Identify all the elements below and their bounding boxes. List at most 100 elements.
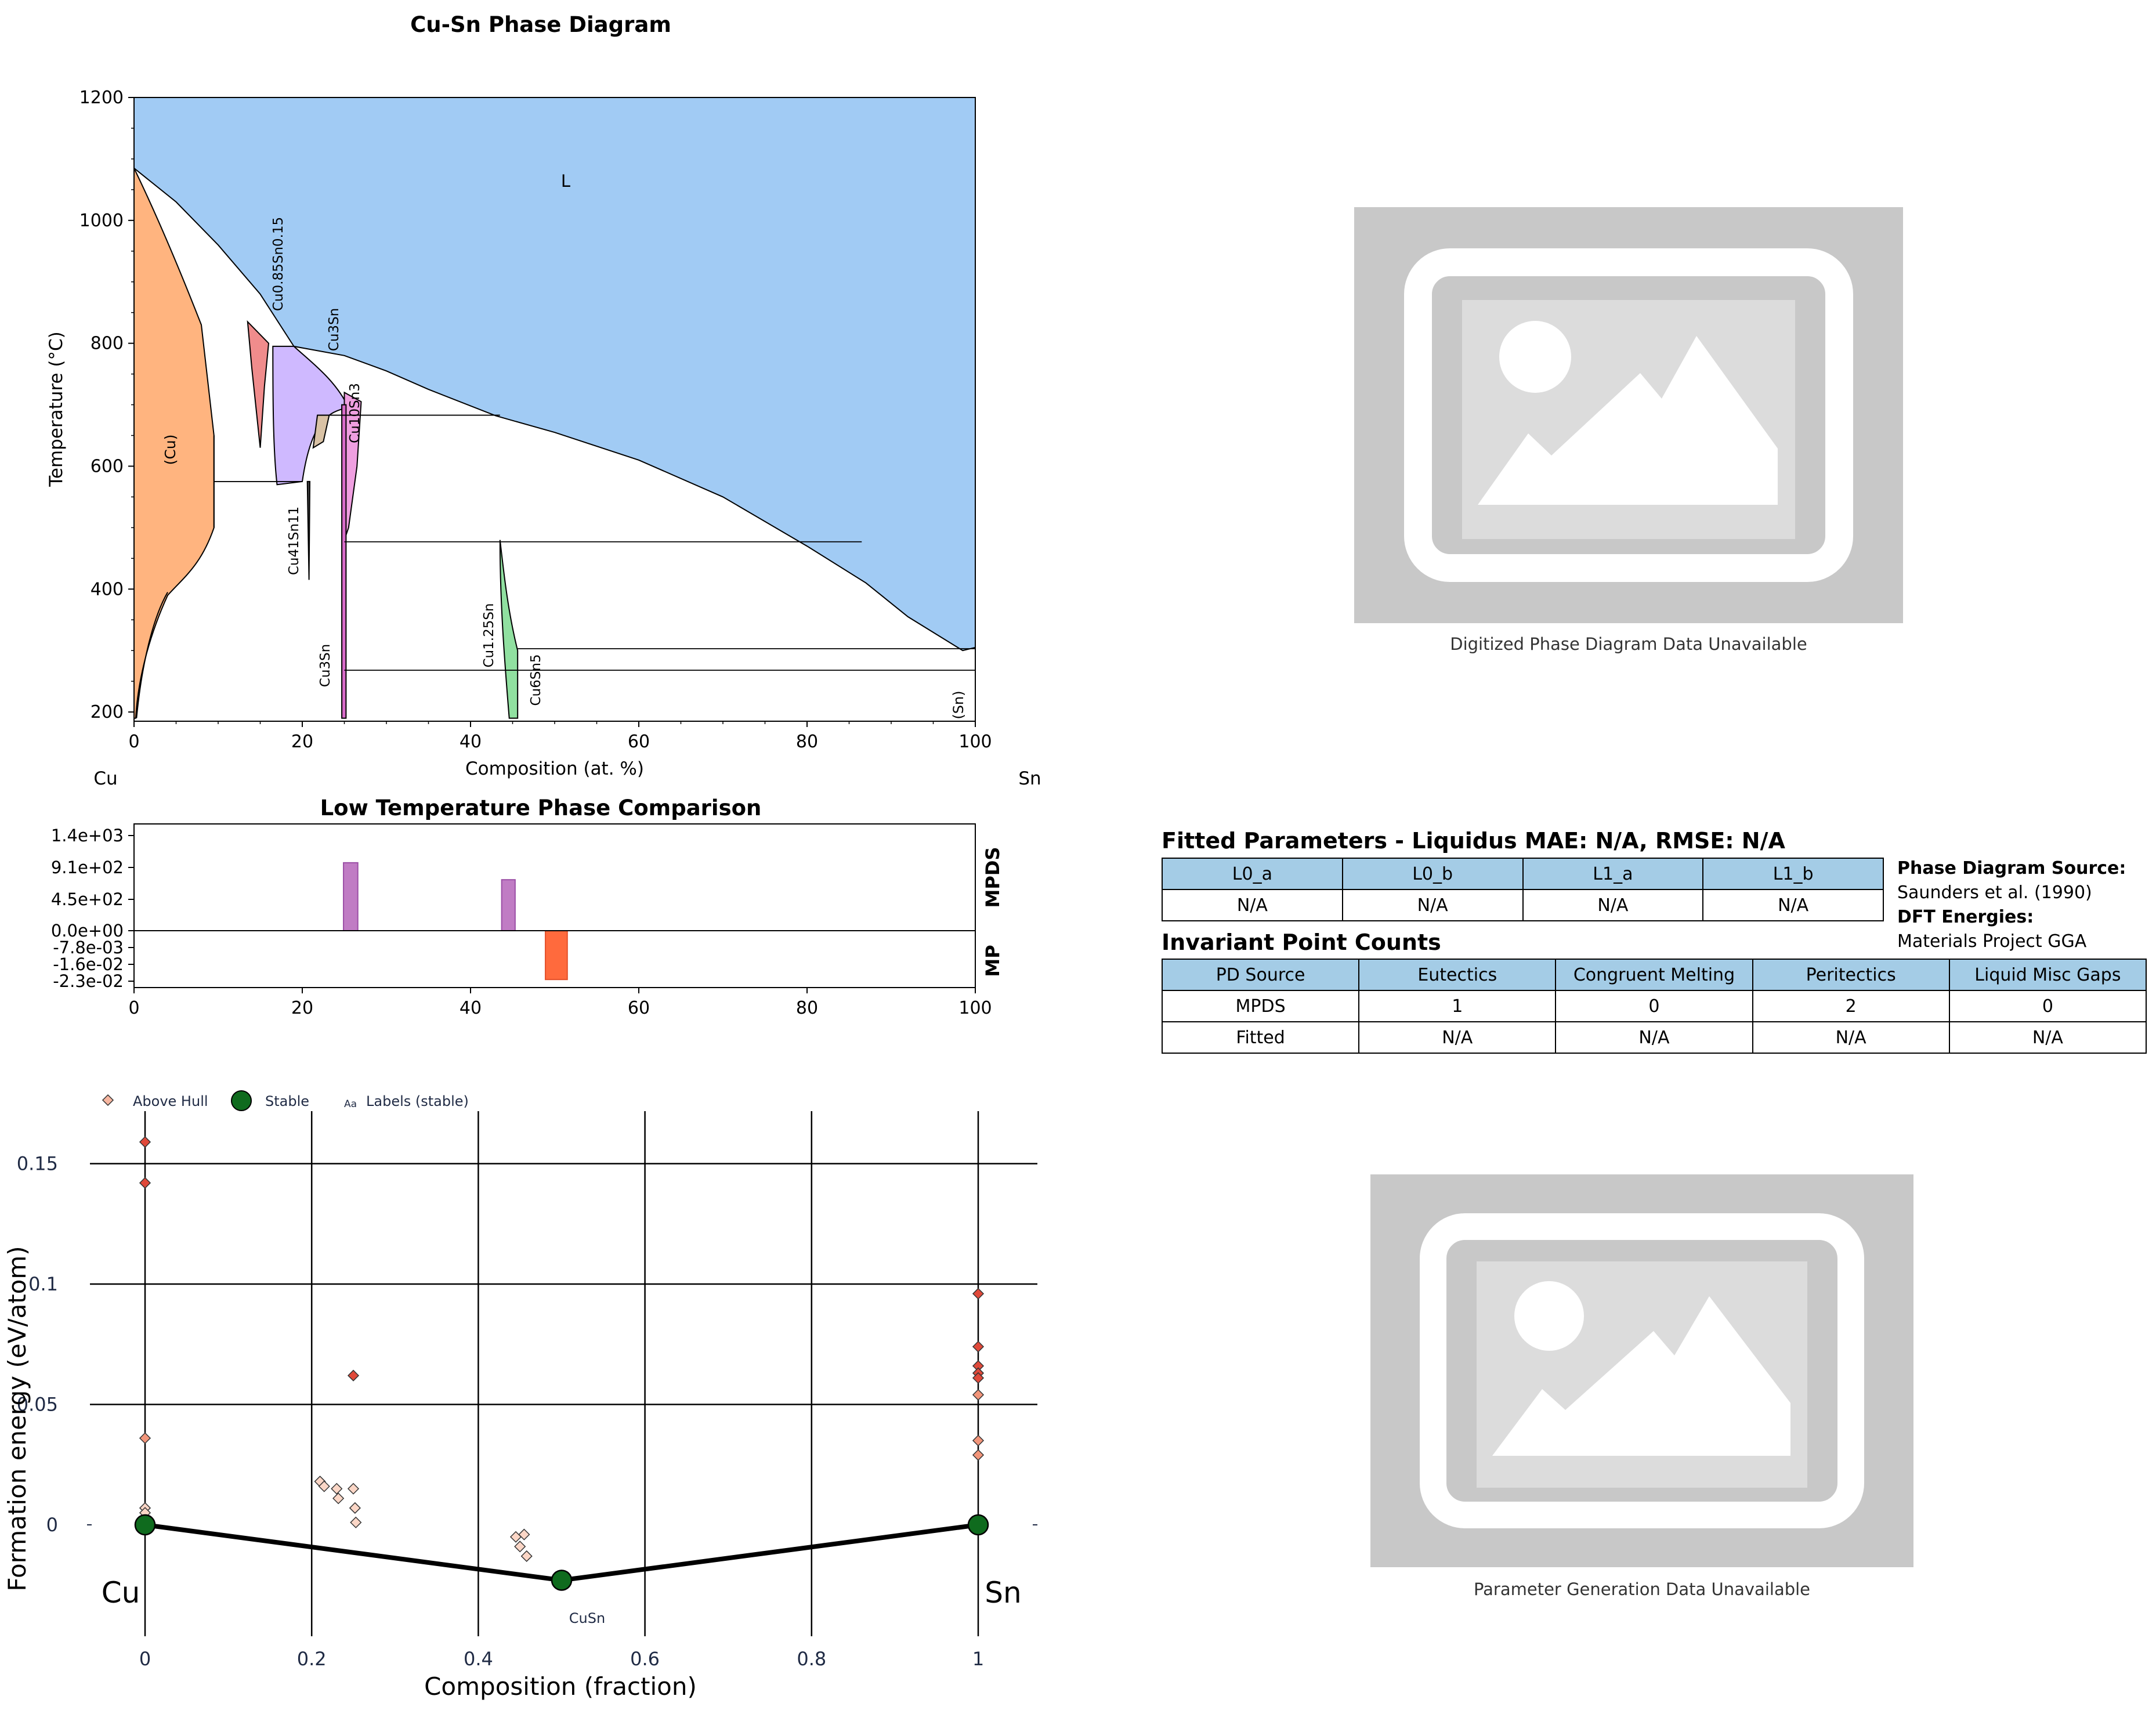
hull-stable-label-cusn: CuSn: [569, 1610, 605, 1626]
above-hull-point: [509, 1531, 522, 1543]
phase-diagram-ylabel: Temperature (°C): [46, 331, 67, 487]
hull-points: [134, 1136, 989, 1591]
x-tick-label: 60: [628, 732, 650, 752]
table-row: N/A N/A N/A N/A: [1162, 889, 1884, 921]
x-tick-label: 100: [958, 732, 992, 752]
x-tick-label: 20: [291, 998, 313, 1018]
y-tick-label: 1000: [79, 211, 124, 231]
phase-diagram: Cu-Sn Phase Diagram 0 20 40 60 80 100 200 400 60…: [46, 12, 1041, 789]
phase-regions: [133, 97, 976, 719]
phase-diagram-left-element: Cu: [93, 768, 117, 789]
table-cell: Fitted: [1161, 1021, 1360, 1054]
invariant-points-title: Invariant Point Counts: [1162, 930, 1441, 955]
above-hull-point: [350, 1516, 362, 1528]
above-hull-point: [139, 1177, 151, 1189]
table-cell: N/A: [1948, 1021, 2147, 1054]
phase-diagram-right-element: Sn: [1018, 768, 1041, 789]
comparison-label-mpds: MPDS: [982, 847, 1004, 908]
source-info: Phase Diagram Source: Saunders et al. (1…: [1897, 856, 2126, 954]
above-hull-point: [139, 1432, 151, 1444]
comparison-chart: Low Temperature Phase Comparison 0 20 40 60…: [51, 795, 1004, 1018]
above-hull-point: [972, 1434, 985, 1447]
y-tick-label: 4.5e+02: [51, 889, 124, 909]
placeholder-caption-top: Digitized Phase Diagram Data Unavailable: [1450, 634, 1807, 654]
above-hull-point: [972, 1372, 985, 1384]
above-hull-point: [349, 1502, 361, 1514]
y-tick-label: 400: [91, 579, 124, 599]
table-row: MPDS 1 0 2 0: [1161, 990, 2147, 1022]
above-hull-point: [518, 1528, 530, 1541]
x-tick-label: 40: [460, 732, 482, 752]
liquid-region: [133, 97, 976, 652]
y-tick-label: 0.1: [28, 1273, 58, 1295]
image-placeholder-icon: [1404, 248, 1853, 582]
fitted-parameters-table: L0_a L0_b L1_a L1_b N/A N/A N/A N/A: [1162, 858, 1884, 921]
invariant-lines: [214, 414, 975, 671]
comparison-frame: [133, 823, 976, 988]
phase-label-cu125sn: Cu1.25Sn: [482, 603, 497, 667]
cu-solvus-line: [136, 592, 168, 718]
invariant-points-table: PD Source Eutectics Congruent Melting Pe…: [1161, 959, 2147, 1054]
hull-grid: [90, 1111, 1037, 1636]
x-tick-label: 0.4: [464, 1648, 493, 1670]
hull-xlabel: Composition (fraction): [424, 1672, 697, 1701]
table-cell: 0: [1555, 990, 1753, 1022]
legend-above-hull-label: Above Hull: [133, 1093, 208, 1109]
phase-diagram-xlabel: Composition (at. %): [465, 758, 644, 779]
x-tick-label: 0.8: [797, 1648, 826, 1670]
y-tick-label: 0.0e+00: [51, 921, 124, 941]
phase-diagram-axes: 0 20 40 60 80 100 200 400 600 800 1000 1200: [79, 88, 992, 752]
x-tick-label: 0: [128, 998, 139, 1018]
phase-label-cu41sn11: Cu41Sn11: [287, 507, 302, 575]
table-header-cell: L1_a: [1522, 858, 1704, 890]
x-tick-label: 0.6: [630, 1648, 660, 1670]
phase-label-cu-solid: (Cu): [162, 435, 179, 465]
y-tick-label: 9.1e+02: [51, 858, 124, 877]
above-hull-point: [347, 1482, 360, 1495]
hull-end-label-sn: Sn: [985, 1576, 1021, 1610]
x-tick-label: 0.2: [297, 1648, 327, 1670]
comparison-label-mp: MP: [982, 945, 1004, 977]
x-tick-label: 0: [139, 1648, 151, 1670]
table-row: L0_a L0_b L1_a L1_b: [1162, 858, 1884, 890]
legend-labels-label: Labels (stable): [366, 1093, 469, 1109]
stable-point: [134, 1514, 156, 1536]
stable-point: [551, 1570, 573, 1591]
table-header-cell: Peritectics: [1752, 959, 1950, 991]
y-tick-label: 1.4e+03: [51, 826, 124, 845]
y-tick-label: 1200: [79, 88, 124, 108]
stable-point: [967, 1514, 989, 1536]
table-header-cell: L0_b: [1341, 858, 1524, 890]
placeholder-image-bottom: [1370, 1174, 1913, 1567]
table-cell: 2: [1752, 990, 1950, 1022]
x-tick-label: 0: [128, 732, 139, 752]
table-cell: N/A: [1522, 889, 1704, 921]
above-hull-point: [972, 1449, 985, 1461]
x-tick-label: 80: [796, 732, 818, 752]
cu3sn-lt-region: [341, 404, 347, 719]
phase-label-cu6sn5: Cu6Sn5: [529, 654, 544, 706]
dft-source-value: Materials Project GGA: [1897, 931, 2087, 952]
above-hull-point: [331, 1482, 343, 1495]
y-tick-label: -1.6e-02: [53, 954, 124, 974]
mp-bar: [545, 930, 568, 981]
cu6sn5-region: [499, 540, 519, 719]
hull-legend: Above Hull Stable Aa Labels (stable): [102, 1090, 469, 1111]
table-cell: 0: [1948, 990, 2147, 1022]
y-tick-label: 0.05: [17, 1394, 58, 1416]
above-hull-point: [347, 1369, 360, 1382]
comparison-bars: [343, 862, 568, 981]
placeholder-image-top: [1354, 207, 1903, 623]
table-header-cell: Congruent Melting: [1555, 959, 1753, 991]
fitted-parameters-title: Fitted Parameters - Liquidus MAE: N/A, R…: [1162, 828, 1785, 854]
image-placeholder-icon: [1420, 1213, 1864, 1528]
above-hull-point: [972, 1340, 985, 1353]
hull-axes: 0 0.2 0.4 0.6 0.8 1 0 0.05 0.1 0.15: [17, 1153, 1037, 1670]
phase-label-liquid: L: [561, 171, 570, 191]
comparison-title: Low Temperature Phase Comparison: [320, 795, 762, 820]
above-hull-point: [318, 1480, 330, 1492]
phase-label-cu10sn3: Cu10Sn3: [348, 383, 363, 443]
legend-stable-marker: [231, 1090, 252, 1111]
comparison-axes: 0 20 40 60 80 100 1.4e+03 9.1e+02 4.5e+02 0.0e+00…: [51, 826, 992, 1018]
mpds-bar: [343, 862, 359, 931]
